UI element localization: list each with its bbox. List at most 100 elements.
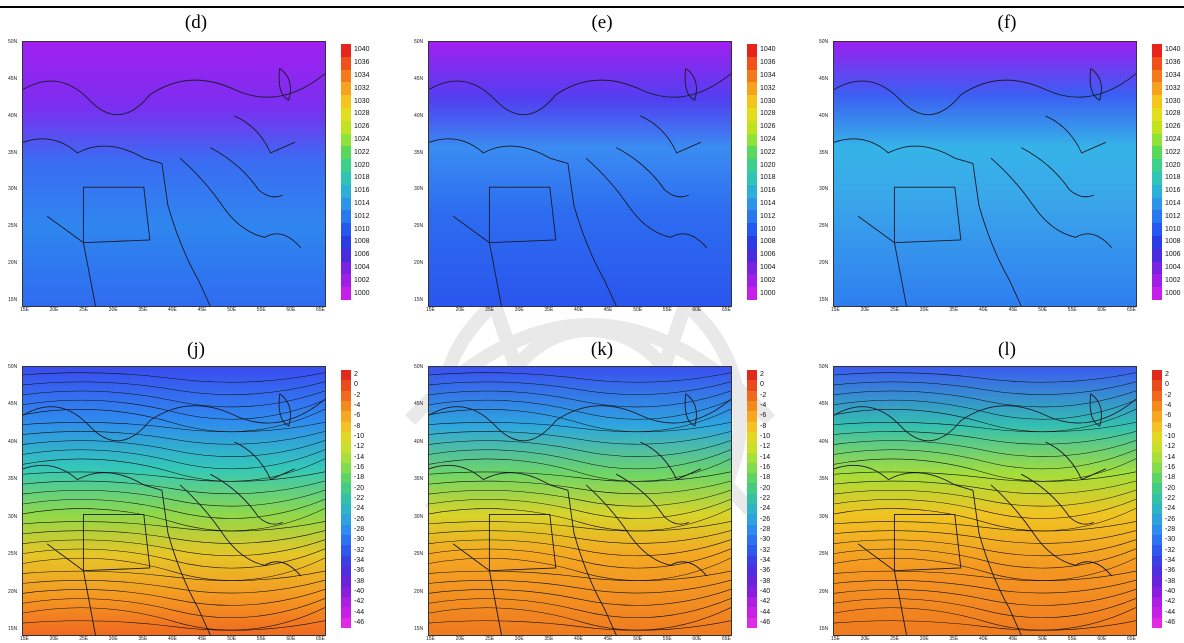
colorbar-tick-label: 2 bbox=[354, 371, 358, 379]
top-colorbar-ticks-1: 1040 1036 1034 1032 1030 1028 1026 1024 1022 1020… bbox=[354, 44, 384, 300]
colorbar-tick-label: 1024 bbox=[1165, 136, 1181, 143]
lon-tick-label: 45E bbox=[197, 636, 207, 642]
lat-tick-label: 30N bbox=[414, 513, 424, 520]
lat-tick-label: 45N bbox=[414, 401, 424, 408]
lat-tick-label: 30N bbox=[819, 513, 829, 520]
coastline-2 bbox=[834, 464, 974, 491]
geopotential-contour bbox=[429, 620, 731, 631]
colorbar-swatch bbox=[1152, 107, 1162, 121]
colorbar-swatch bbox=[1152, 565, 1162, 577]
geopotential-contour bbox=[834, 458, 1136, 482]
top-panel-label: (d) bbox=[184, 12, 208, 33]
colorbar-tick-label: -28 bbox=[1165, 525, 1176, 533]
lon-tick-label: 60E bbox=[286, 636, 296, 642]
geopotential-contour bbox=[23, 449, 325, 470]
colorbar-tick-label: 0 bbox=[1165, 381, 1169, 389]
colorbar-swatch bbox=[341, 210, 351, 224]
lon-tick-label: 55E bbox=[662, 307, 672, 313]
lon-tick-label: 15E bbox=[426, 636, 435, 642]
colorbar-swatch bbox=[747, 400, 757, 412]
colorbar-tick-label: 1034 bbox=[354, 72, 370, 79]
colorbar-swatch bbox=[1152, 56, 1162, 70]
lat-tick-label: 45N bbox=[8, 75, 18, 82]
geopotential-contour bbox=[429, 372, 731, 383]
geopotential-contour bbox=[834, 390, 1136, 408]
colorbar-swatch bbox=[341, 133, 351, 147]
geopotential-contour bbox=[23, 431, 325, 445]
coastline-9 bbox=[278, 68, 291, 101]
colorbar-tick-label: 1018 bbox=[1165, 174, 1181, 182]
lon-tick-label: 20E bbox=[860, 307, 870, 313]
colorbar-swatch bbox=[747, 586, 757, 597]
colorbar-swatch bbox=[341, 171, 351, 185]
coastline-7 bbox=[46, 215, 96, 306]
colorbar-swatch bbox=[341, 107, 351, 121]
coastline-9 bbox=[278, 393, 291, 427]
lat-tick-label: 30N bbox=[414, 186, 424, 193]
colorbar-tick-label: 1014 bbox=[1165, 200, 1181, 207]
colorbar-tick-label: -16 bbox=[1165, 464, 1176, 472]
geopotential-contour bbox=[23, 480, 325, 495]
coastline-9 bbox=[684, 68, 697, 101]
lon-tick-label: 20E bbox=[455, 636, 465, 642]
lon-tick-label: 25E bbox=[79, 636, 89, 642]
colorbar-tick-label: 1032 bbox=[354, 84, 370, 92]
colorbar-tick-label: -22 bbox=[1165, 495, 1176, 502]
colorbar-swatch bbox=[341, 44, 351, 57]
lat-tick-label: 25N bbox=[819, 223, 829, 230]
geopotential-contour bbox=[834, 521, 1136, 532]
geopotential-contour bbox=[23, 607, 325, 631]
lon-tick-label: 65E bbox=[1127, 307, 1136, 313]
lat-tick-label: 35N bbox=[819, 149, 829, 156]
coastline-5 bbox=[616, 147, 689, 198]
lon-tick-label: 40E bbox=[574, 307, 583, 313]
colorbar-swatch bbox=[341, 223, 351, 236]
geopotential-contour bbox=[23, 620, 325, 631]
top-panel-label: (e) bbox=[591, 12, 613, 33]
colorbar-tick-label: -24 bbox=[1165, 505, 1176, 513]
colorbar-tick-label: 1000 bbox=[1165, 289, 1181, 297]
colorbar-tick-label: -14 bbox=[1165, 453, 1176, 461]
coastline-8 bbox=[234, 441, 295, 481]
geopotential-contour bbox=[429, 390, 731, 408]
lon-tick-label: 25E bbox=[890, 307, 900, 313]
lon-tick-label: 20E bbox=[860, 636, 870, 642]
colorbar-tick-label: 1034 bbox=[760, 72, 776, 79]
geopotential-contour bbox=[834, 579, 1136, 594]
colorbar-tick-label: -26 bbox=[354, 515, 365, 523]
coastline-8 bbox=[1045, 115, 1106, 154]
coastline-1 bbox=[429, 73, 731, 116]
geopotential-contour bbox=[23, 498, 325, 519]
colorbar-swatch bbox=[747, 473, 757, 484]
top-colorbar-ticks-3: 1040 1036 1034 1032 1030 1028 1026 1024 1022 1020… bbox=[1165, 44, 1184, 300]
geopotential-contour bbox=[23, 557, 325, 581]
colorbar-swatch bbox=[747, 197, 757, 211]
map-background bbox=[23, 42, 325, 306]
lon-tick-label: 35E bbox=[544, 307, 554, 313]
colorbar-tick-label: 2 bbox=[1165, 371, 1169, 379]
colorbar-swatch bbox=[1152, 452, 1162, 463]
geopotential-contour bbox=[429, 480, 731, 495]
lon-tick-label: 25E bbox=[890, 636, 900, 642]
colorbar-tick-label: -32 bbox=[760, 546, 771, 554]
colorbar-tick-label: -44 bbox=[1165, 608, 1176, 616]
map-background bbox=[23, 367, 325, 635]
colorbar-swatch bbox=[747, 44, 757, 57]
colorbar-tick-label: 1020 bbox=[760, 161, 776, 169]
lon-tick-label: 25E bbox=[79, 307, 89, 313]
colorbar-tick-label: 1008 bbox=[1165, 238, 1181, 246]
bottom-colorbar-2 bbox=[747, 370, 757, 628]
geopotential-contour bbox=[834, 498, 1136, 519]
lat-tick-label: 50N bbox=[819, 39, 829, 45]
colorbar-swatch bbox=[747, 69, 757, 83]
colorbar-tick-label: -40 bbox=[1165, 587, 1176, 595]
colorbar-tick-label: -42 bbox=[760, 598, 771, 606]
colorbar-swatch bbox=[341, 442, 351, 453]
colorbar-tick-label: 1000 bbox=[760, 289, 776, 297]
colorbar-swatch bbox=[341, 586, 351, 597]
top-colorbar-ticks-2: 1040 1036 1034 1032 1030 1028 1026 1024 1022 1020… bbox=[760, 44, 790, 300]
lon-tick-label: 65E bbox=[722, 636, 731, 642]
colorbar-swatch bbox=[341, 514, 351, 525]
colorbar-tick-label: -16 bbox=[354, 464, 365, 472]
top-panel-label: (f) bbox=[997, 12, 1017, 33]
